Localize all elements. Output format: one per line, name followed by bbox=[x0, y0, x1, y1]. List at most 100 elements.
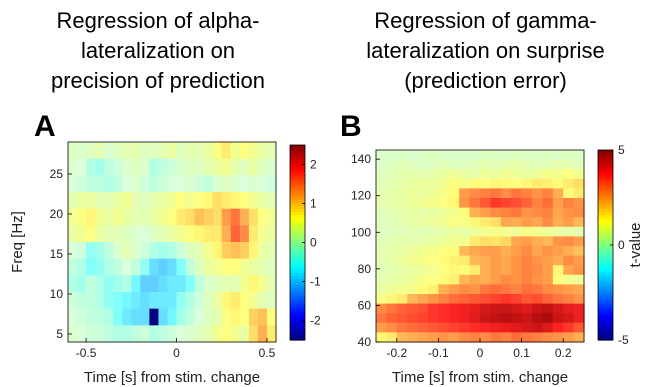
heatmap-cell bbox=[552, 150, 564, 161]
heatmap-cell bbox=[542, 274, 554, 285]
colorbar-segment bbox=[598, 262, 613, 267]
heatmap-cell bbox=[573, 188, 585, 199]
heatmap-cell bbox=[563, 178, 575, 189]
heatmap-cell bbox=[194, 175, 205, 193]
y-tick-label: 25 bbox=[50, 167, 64, 181]
heatmap-cell bbox=[376, 159, 387, 170]
heatmap-cell bbox=[438, 159, 450, 170]
heatmap-cell bbox=[552, 169, 564, 180]
heatmap-cell bbox=[386, 274, 398, 285]
heatmap-cell bbox=[490, 207, 502, 218]
heatmap-cell bbox=[407, 178, 419, 189]
colorbar-tick-label: 1 bbox=[310, 197, 317, 211]
heatmap-cell bbox=[221, 258, 232, 276]
heatmap-cell bbox=[376, 198, 387, 209]
heatmap-cell bbox=[386, 303, 398, 314]
heatmap-cell bbox=[511, 246, 523, 257]
heatmap-cell bbox=[194, 158, 205, 176]
heatmap-cell bbox=[542, 207, 554, 218]
heatmap-cell bbox=[203, 258, 214, 276]
heatmap-cell bbox=[185, 225, 196, 243]
heatmap-cell bbox=[459, 207, 471, 218]
heatmap-cell bbox=[532, 169, 543, 180]
heatmap-cell bbox=[500, 265, 512, 276]
heatmap-cell bbox=[122, 258, 132, 276]
colorbar-label: t-value bbox=[627, 222, 644, 267]
heatmap-cell bbox=[131, 175, 141, 193]
heatmap-cell bbox=[500, 226, 512, 237]
heatmap-cell bbox=[438, 313, 450, 324]
heatmap-cell bbox=[448, 246, 460, 257]
heatmap-cell bbox=[500, 274, 512, 285]
colorbar-tick-label: 5 bbox=[618, 143, 625, 157]
heatmap-cell bbox=[480, 274, 491, 285]
colorbar-segment bbox=[290, 242, 305, 247]
heatmap-cell bbox=[563, 303, 575, 314]
heatmap-cell bbox=[563, 274, 575, 285]
heatmap-cell bbox=[221, 208, 232, 226]
colorbar-segment bbox=[598, 334, 613, 338]
heatmap-cell bbox=[480, 255, 491, 266]
heatmap-cell bbox=[438, 274, 450, 285]
heatmap-cell bbox=[469, 332, 481, 343]
heatmap-cell bbox=[167, 275, 178, 293]
colorbar-segment bbox=[290, 205, 305, 210]
colorbar-segment bbox=[290, 215, 305, 219]
colorbar-segment bbox=[598, 313, 613, 317]
heatmap-cell bbox=[239, 175, 250, 193]
heatmap-cell bbox=[459, 332, 471, 343]
heatmap-cell bbox=[257, 275, 268, 293]
heatmap-cell bbox=[438, 322, 450, 333]
colorbar-segment bbox=[290, 282, 305, 286]
heatmap-cell bbox=[95, 158, 105, 176]
heatmap-cell bbox=[407, 198, 419, 209]
heatmap-cell bbox=[469, 217, 481, 228]
heatmap-cell bbox=[167, 308, 178, 326]
colorbar-segment bbox=[598, 277, 613, 282]
heatmap-cell bbox=[68, 292, 78, 310]
colorbar-segment bbox=[290, 169, 305, 174]
colorbar-segment bbox=[290, 288, 305, 292]
heatmap-cell bbox=[149, 258, 160, 276]
heatmap-cell bbox=[500, 217, 512, 228]
heatmap-cell bbox=[212, 308, 223, 326]
heatmap-cell bbox=[469, 159, 481, 170]
heatmap-cell bbox=[438, 303, 450, 314]
heatmap-cell bbox=[212, 142, 223, 160]
heatmap-cell bbox=[542, 313, 554, 324]
colorbar-segment bbox=[598, 227, 613, 231]
heatmap-cell bbox=[573, 198, 585, 209]
heatmap-cell bbox=[131, 225, 141, 243]
heatmap-cell bbox=[459, 322, 471, 333]
heatmap-cell bbox=[77, 225, 87, 243]
heatmap-cell bbox=[480, 313, 491, 324]
heatmap-cell bbox=[212, 258, 223, 276]
colorbar-segment bbox=[290, 263, 305, 268]
heatmap-cell bbox=[185, 325, 196, 343]
heatmap-cell bbox=[438, 265, 450, 276]
heatmap-cell bbox=[500, 169, 512, 180]
x-tick-label: 0.1 bbox=[513, 346, 530, 360]
heatmap-cell bbox=[77, 275, 87, 293]
heatmap-cell bbox=[542, 188, 554, 199]
heatmap-cell bbox=[257, 142, 268, 160]
heatmap-cell bbox=[176, 158, 187, 176]
heatmap-cell bbox=[428, 159, 439, 170]
y-tick-label: 20 bbox=[50, 207, 64, 221]
heatmap-cell bbox=[490, 198, 502, 209]
heatmap-cell bbox=[407, 150, 419, 161]
colorbar-segment bbox=[598, 253, 613, 258]
heatmap-cell bbox=[77, 175, 87, 193]
heatmap-cell bbox=[77, 158, 87, 176]
heatmap-cell bbox=[376, 274, 387, 285]
x-tick-label: 0 bbox=[477, 346, 484, 360]
heatmap-cell bbox=[532, 188, 543, 199]
heatmap-cell bbox=[563, 159, 575, 170]
heatmap-cell bbox=[573, 236, 585, 247]
colorbar-segment bbox=[290, 166, 305, 170]
heatmap-cell bbox=[266, 225, 277, 243]
heatmap-cell bbox=[532, 255, 543, 266]
heatmap-cell bbox=[521, 169, 533, 180]
colorbar-segment bbox=[290, 333, 305, 338]
colorbar-segment bbox=[598, 239, 613, 243]
